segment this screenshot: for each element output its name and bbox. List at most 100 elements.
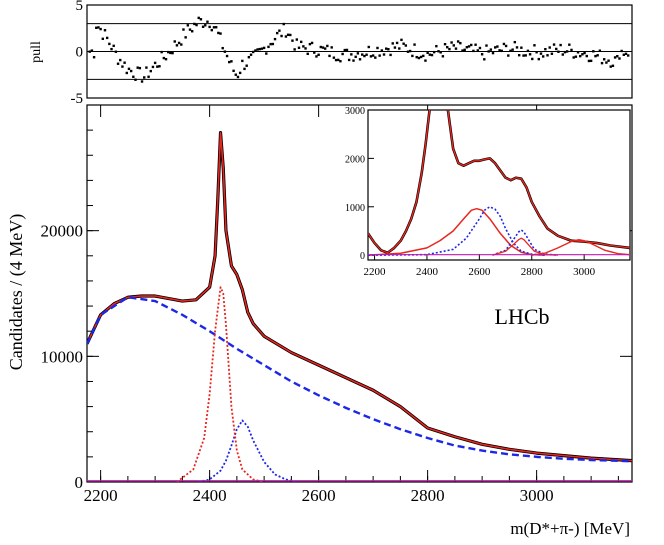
pull-point bbox=[574, 55, 578, 58]
pull-point bbox=[256, 48, 259, 51]
pull-point bbox=[504, 44, 508, 48]
x-tick-label: 3000 bbox=[520, 486, 554, 505]
pull-point bbox=[350, 53, 353, 56]
pull-point bbox=[613, 56, 617, 59]
inset-series-d-3000-like bbox=[531, 238, 630, 256]
pull-point bbox=[136, 66, 139, 69]
series-background bbox=[87, 296, 632, 463]
pull-point bbox=[177, 41, 181, 45]
pull-point bbox=[369, 55, 373, 58]
pull-point bbox=[618, 57, 621, 60]
pull-point bbox=[190, 30, 194, 33]
pull-point bbox=[297, 46, 301, 49]
pull-point bbox=[565, 50, 569, 53]
pull-point bbox=[467, 45, 471, 48]
pull-point bbox=[435, 44, 438, 48]
pull-point bbox=[267, 45, 270, 49]
pull-point bbox=[511, 48, 514, 51]
pull-point bbox=[97, 26, 100, 29]
pull-point bbox=[321, 46, 325, 49]
pull-point bbox=[500, 49, 503, 53]
pull-point bbox=[114, 50, 118, 53]
pull-point bbox=[345, 48, 349, 52]
x-tick-label: 2400 bbox=[193, 486, 227, 505]
pull-point bbox=[371, 54, 375, 57]
pull-point bbox=[230, 60, 233, 63]
pull-point bbox=[158, 65, 161, 68]
pull-point bbox=[92, 56, 96, 59]
pull-point bbox=[443, 42, 447, 46]
inset-y-tick-label: 2000 bbox=[345, 154, 365, 165]
pull-point bbox=[583, 51, 586, 55]
pull-point bbox=[605, 61, 608, 64]
pull-point bbox=[439, 51, 442, 54]
pull-panel: 5 0 -5 bbox=[71, 0, 632, 107]
pull-point bbox=[293, 48, 296, 51]
pull-point bbox=[517, 53, 521, 57]
pull-point bbox=[210, 28, 214, 32]
pull-point bbox=[193, 22, 196, 26]
pull-point bbox=[541, 55, 545, 58]
inset-series-fit bbox=[368, 110, 431, 254]
pull-point bbox=[289, 33, 292, 37]
pull-point bbox=[284, 35, 288, 38]
pull-point bbox=[430, 53, 434, 57]
pull-point bbox=[485, 44, 488, 47]
pull-point bbox=[153, 61, 157, 65]
pull-point bbox=[265, 52, 268, 55]
pull-point bbox=[546, 54, 549, 57]
inset-y-tick-label: 0 bbox=[360, 251, 365, 262]
pull-point bbox=[160, 50, 163, 54]
pull-point bbox=[180, 43, 183, 46]
pull-point bbox=[249, 53, 253, 56]
pull-point bbox=[238, 71, 242, 75]
pull-point bbox=[127, 67, 131, 71]
inset-series-d-2550-like bbox=[368, 207, 545, 256]
pull-point bbox=[428, 53, 432, 56]
pull-point bbox=[245, 64, 248, 67]
pull-point bbox=[498, 49, 501, 52]
pull-point bbox=[306, 52, 309, 56]
pull-point bbox=[472, 49, 475, 53]
pull-point bbox=[323, 47, 327, 50]
pull-point bbox=[411, 54, 414, 58]
pull-point bbox=[201, 25, 205, 28]
pull-point bbox=[243, 67, 246, 71]
pull-point bbox=[550, 52, 554, 55]
pull-point bbox=[622, 53, 626, 56]
pull-point bbox=[214, 26, 218, 29]
pull-point bbox=[515, 46, 519, 49]
pull-point bbox=[570, 48, 573, 52]
pull-point bbox=[526, 49, 530, 53]
pull-point bbox=[221, 46, 224, 50]
pull-point bbox=[343, 48, 346, 52]
inset-panel-frame bbox=[367, 109, 631, 261]
pull-point bbox=[101, 37, 105, 40]
pull-point bbox=[552, 43, 556, 46]
pull-point bbox=[478, 46, 482, 50]
pull-point bbox=[90, 49, 94, 52]
pull-point bbox=[182, 28, 185, 31]
pull-point bbox=[356, 52, 360, 55]
pull-point bbox=[110, 47, 113, 51]
x-tick-label: 2800 bbox=[411, 486, 445, 505]
pull-point bbox=[151, 65, 155, 69]
pull-point bbox=[413, 43, 416, 46]
pull-point bbox=[502, 42, 506, 46]
pull-point bbox=[487, 50, 490, 53]
pull-point bbox=[557, 50, 560, 53]
pull-point bbox=[223, 50, 227, 53]
pull-point bbox=[313, 51, 316, 54]
inset-y-tick-label: 1000 bbox=[345, 203, 365, 214]
pull-point bbox=[206, 20, 209, 23]
inset-series-d-2750-like bbox=[492, 229, 559, 256]
pull-point bbox=[489, 48, 493, 51]
inset-series-d-2600-like bbox=[368, 205, 545, 256]
inset-x-tick-label: 3000 bbox=[573, 266, 596, 278]
pull-point bbox=[404, 44, 408, 47]
pull-point bbox=[167, 50, 170, 54]
pull-point bbox=[308, 42, 312, 46]
pull-point bbox=[212, 26, 216, 29]
pull-point bbox=[262, 46, 266, 50]
pull-point bbox=[476, 49, 479, 52]
